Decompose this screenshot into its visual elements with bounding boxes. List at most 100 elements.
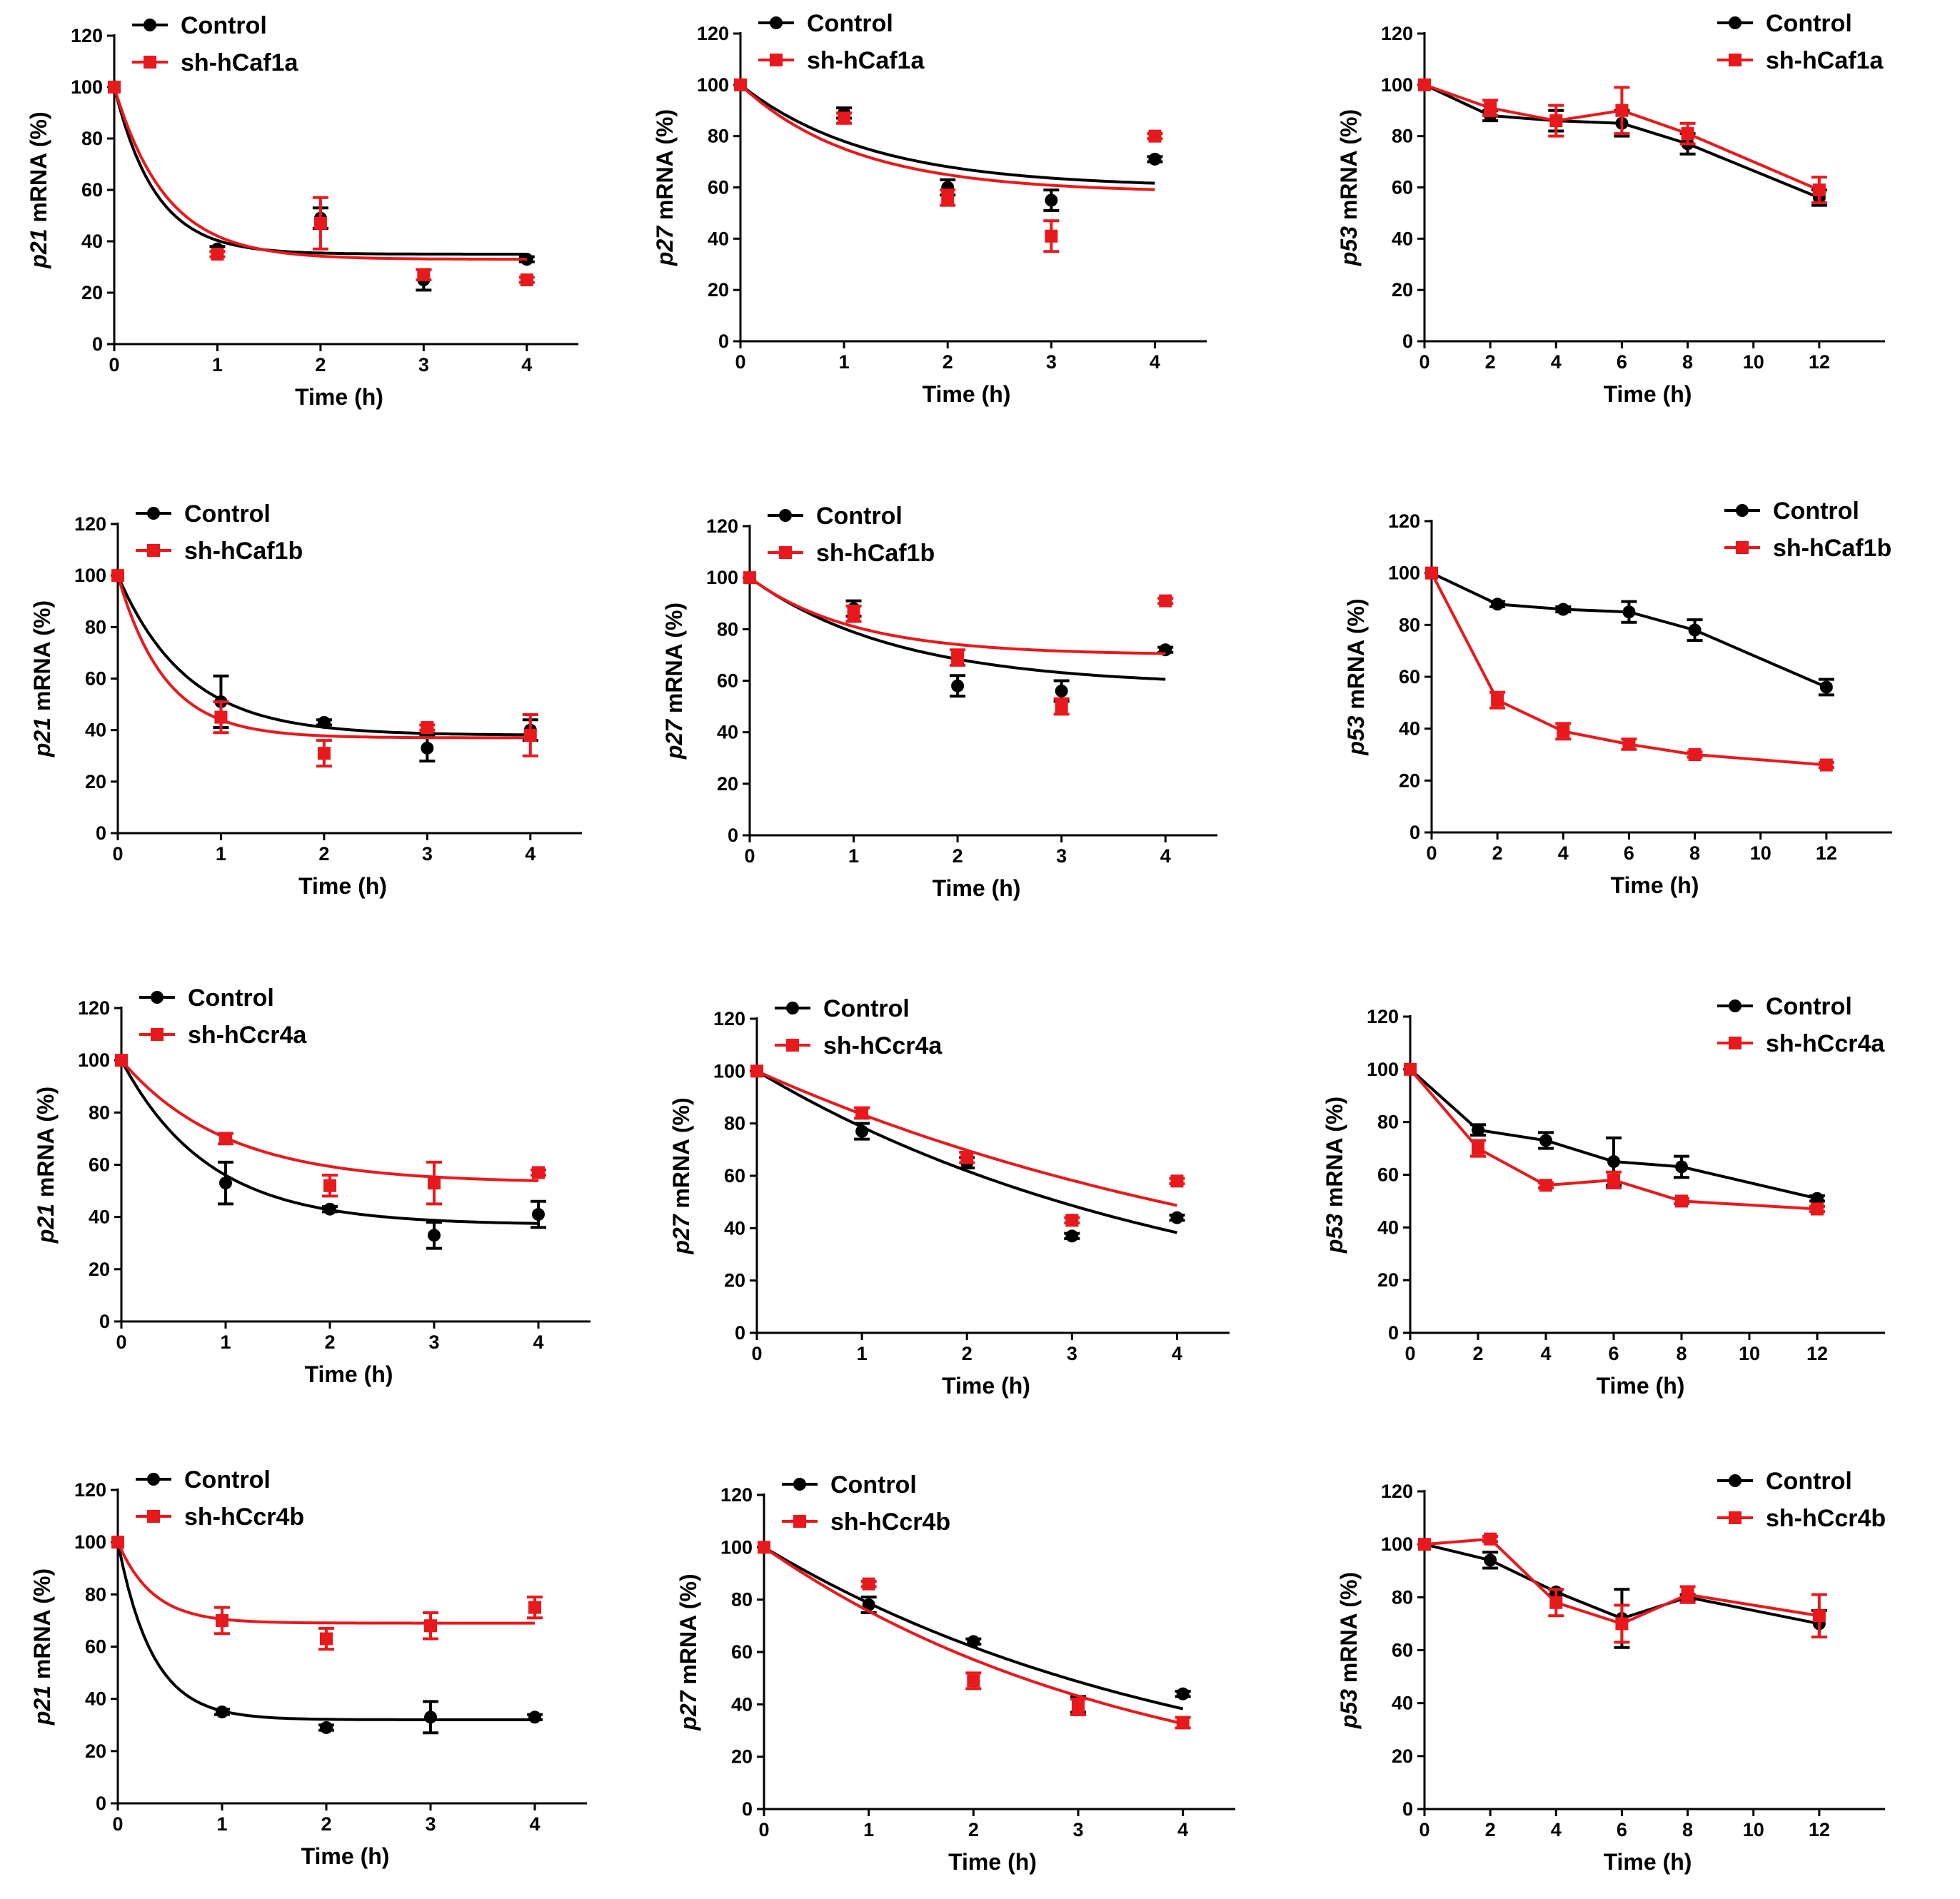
legend-marker xyxy=(770,16,783,29)
y-tick-label: 40 xyxy=(708,228,729,249)
legend-label-knockdown: sh-hCcr4a xyxy=(823,1032,943,1059)
x-tick-label: 3 xyxy=(422,843,433,865)
x-tick-label: 1 xyxy=(220,1331,231,1353)
legend-marker xyxy=(1729,16,1742,29)
x-tick-label: 6 xyxy=(1617,1819,1627,1840)
data-point xyxy=(1615,1617,1629,1631)
data-point xyxy=(428,1177,441,1190)
series-control xyxy=(115,1054,546,1250)
legend-marker xyxy=(147,1473,160,1486)
y-tick-label: 40 xyxy=(85,720,106,741)
fit-curve xyxy=(755,1069,1177,1234)
x-tick-label: 2 xyxy=(1485,1819,1496,1840)
legend-marker xyxy=(1729,54,1742,66)
y-axis-title: p53 mRNA (%) xyxy=(1343,598,1369,755)
y-axis-title-unit: mRNA (%) xyxy=(1336,1572,1362,1689)
legend-marker xyxy=(793,1478,806,1491)
y-tick-label: 40 xyxy=(89,1207,110,1228)
data-point xyxy=(1622,605,1636,619)
x-axis-title: Time (h) xyxy=(942,1373,1030,1399)
chart-panel-10: 0 20 40 60 80 100 120 0 1 2 3 4 Time (h) p21 mRNA (%)… xyxy=(29,1466,587,1869)
x-tick-label: 4 xyxy=(1558,842,1569,864)
y-tick-label: 100 xyxy=(697,74,729,96)
data-point xyxy=(532,1166,545,1179)
x-tick-label: 4 xyxy=(525,843,536,865)
x-tick-label: 0 xyxy=(1419,351,1429,373)
x-tick-label: 2 xyxy=(315,354,326,376)
y-tick-label: 100 xyxy=(1381,1533,1413,1555)
x-tick-label: 4 xyxy=(1150,351,1160,373)
x-tick-label: 3 xyxy=(418,354,429,376)
y-axis-title-unit: mRNA (%) xyxy=(675,1573,701,1691)
x-tick-label: 3 xyxy=(1072,1819,1083,1840)
y-tick-label: 120 xyxy=(697,23,729,44)
legend-marker xyxy=(144,19,156,31)
data-point xyxy=(862,1577,875,1591)
data-point xyxy=(421,741,434,755)
series-knockdown xyxy=(111,569,538,768)
y-tick-label: 20 xyxy=(708,279,729,301)
data-point xyxy=(1484,1553,1497,1567)
data-point xyxy=(219,1132,232,1145)
x-tick-label: 3 xyxy=(1067,1343,1077,1364)
data-point xyxy=(421,721,434,735)
y-tick-label: 80 xyxy=(81,128,103,149)
data-point xyxy=(317,715,331,729)
y-tick-label: 40 xyxy=(731,1693,753,1715)
x-tick-label: 6 xyxy=(1617,351,1627,373)
data-point xyxy=(951,651,965,665)
data-point xyxy=(216,1705,228,1718)
data-point xyxy=(1170,1174,1184,1188)
legend-marker xyxy=(1729,1474,1742,1487)
series-knockdown xyxy=(1418,78,1827,205)
data-point xyxy=(1819,680,1833,694)
y-tick-label: 0 xyxy=(92,333,103,355)
y-tick-label: 60 xyxy=(708,177,729,198)
legend: Control sh-hCcr4b xyxy=(1717,1468,1886,1532)
legend-label-knockdown: sh-hCcr4a xyxy=(1766,1030,1885,1057)
y-tick-label: 80 xyxy=(85,616,106,638)
data-point xyxy=(967,1674,980,1688)
y-axis-title-gene: p53 xyxy=(1322,1214,1347,1254)
fit-curve xyxy=(116,575,531,740)
y-tick-label: 20 xyxy=(81,282,103,303)
x-axis-title: Time (h) xyxy=(933,875,1021,901)
legend: Control sh-hCaf1b xyxy=(768,503,935,567)
legend-marker xyxy=(786,1002,799,1014)
series-control xyxy=(1425,566,1834,697)
y-tick-label: 80 xyxy=(1377,1112,1399,1133)
data-point xyxy=(1688,748,1702,761)
y-tick-label: 20 xyxy=(717,773,738,795)
chart-panel-9: 0 20 40 60 80 100 120 0 2 4 6 8 10 12 Time (h) p53 mRNA… xyxy=(1322,993,1885,1399)
fit-curve xyxy=(739,84,1155,185)
x-tick-label: 1 xyxy=(216,843,226,865)
legend-label-knockdown: sh-hCcr4b xyxy=(830,1508,950,1536)
legend: Control sh-hCcr4b xyxy=(136,1466,304,1531)
data-point xyxy=(1055,700,1068,713)
y-axis-title: p27 mRNA (%) xyxy=(652,109,678,266)
series-knockdown xyxy=(108,81,535,286)
y-axis-title: p53 mRNA (%) xyxy=(1322,1097,1347,1254)
chart-panel-8: 0 20 40 60 80 100 120 0 1 2 3 4 Time (h) p27 mRNA (%)… xyxy=(668,995,1230,1399)
y-axis-title-gene: p53 xyxy=(1336,1689,1362,1729)
data-point xyxy=(417,268,431,281)
x-tick-label: 10 xyxy=(1750,842,1771,864)
y-tick-label: 120 xyxy=(1381,1481,1413,1502)
chart-panel-11: 0 20 40 60 80 100 120 0 1 2 3 4 Time (h) p27 mRNA (%)… xyxy=(675,1471,1235,1875)
x-tick-label: 2 xyxy=(943,351,953,373)
legend: Control sh-hCaf1a xyxy=(132,12,298,76)
y-tick-label: 120 xyxy=(713,1008,745,1029)
y-tick-label: 60 xyxy=(89,1154,110,1176)
fit-curve xyxy=(120,1059,539,1182)
legend-label-control: Control xyxy=(188,984,274,1012)
x-tick-label: 10 xyxy=(1743,1819,1764,1840)
legend-label-control: Control xyxy=(184,500,271,528)
y-tick-label: 40 xyxy=(1392,1693,1413,1714)
fit-curve xyxy=(116,1541,535,1625)
x-axis-title: Time (h) xyxy=(1604,381,1692,407)
y-tick-label: 80 xyxy=(1399,614,1420,635)
x-tick-label: 10 xyxy=(1743,351,1764,373)
x-tick-label: 8 xyxy=(1689,842,1700,864)
data-point xyxy=(320,1721,333,1734)
